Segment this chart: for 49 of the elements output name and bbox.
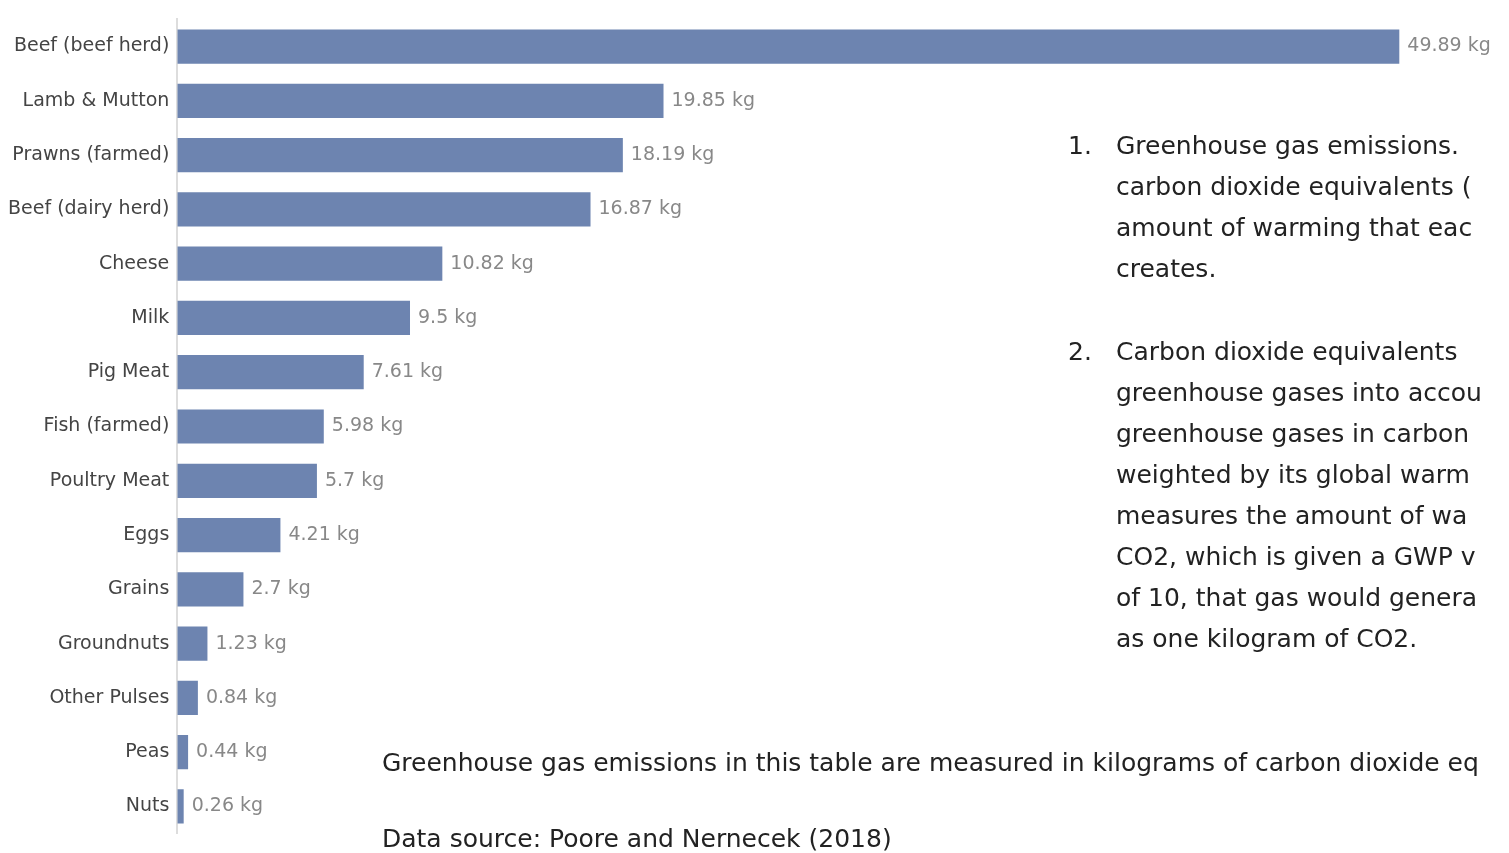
y-tick-label: Beef (beef herd) [13, 33, 170, 56]
y-tick-label: Milk [131, 304, 170, 327]
y-tick-label: Poultry Meat [49, 467, 170, 490]
y-tick-label: Other Pulses [49, 684, 170, 707]
bar [177, 300, 411, 336]
bar [177, 409, 324, 444]
data-label: 1.23 kg [215, 630, 287, 653]
y-tick-label: Peas [125, 739, 170, 762]
data-label: 9.5 kg [418, 304, 478, 327]
bar [177, 83, 664, 118]
y-tick-label: Groundnuts [57, 630, 170, 653]
data-label: 2.7 kg [251, 576, 311, 599]
annotation: 1. Greenhouse gas emissions. carbon dioxide equivalents ( amount of warming that eac creates. [1068, 130, 1474, 285]
bar [177, 789, 184, 824]
bar [177, 626, 208, 661]
y-tick-label: Lamb & Mutton [22, 87, 170, 110]
annotation: Greenhouse gas emissions in this table are measured in kilograms of carbon dioxide eq [382, 747, 1479, 779]
data-label: 5.7 kg [324, 467, 385, 490]
annotation: Data source: Poore and Nernecek (2018) [382, 823, 892, 853]
data-label: 0.44 kg [196, 739, 268, 762]
bar [177, 517, 281, 553]
bar [177, 246, 443, 281]
data-label: 5.98 kg [331, 413, 404, 436]
y-tick-label: Prawns (farmed) [12, 142, 170, 165]
data-label: 49.89 kg [1407, 33, 1491, 56]
bar [177, 735, 189, 770]
data-label: 18.19 kg [630, 142, 715, 165]
data-label: 19.85 kg [671, 87, 756, 110]
bar [177, 192, 591, 227]
bar [177, 29, 1400, 64]
y-tick-label: Grains [107, 576, 170, 599]
data-label: 0.26 kg [191, 793, 264, 816]
y-tick-label: Nuts [125, 793, 170, 816]
annotation: 2. Carbon dioxide equivalents greenhouse gases into accou greenhouse gases in carbon weighted by its global warm measures the amount of wa CO2, which is given a GWP v of 10, that gas would genera as one kilogram of CO2. [1068, 336, 1483, 655]
y-tick-label: Pig Meat [87, 359, 170, 382]
y-tick-label: Eggs [123, 522, 170, 544]
data-label: 0.84 kg [205, 684, 278, 707]
y-tick-label: Beef (dairy herd) [7, 196, 170, 219]
y-tick-label: Cheese [99, 250, 170, 273]
bar [177, 680, 198, 715]
bar [177, 572, 244, 607]
bar [177, 138, 623, 173]
data-label: 16.87 kg [598, 196, 683, 219]
data-label: 4.21 kg [288, 522, 360, 544]
bar [177, 355, 364, 390]
bar [177, 463, 317, 498]
data-label: 10.82 kg [450, 250, 534, 273]
data-label: 7.61 kg [371, 359, 444, 382]
y-tick-label: Fish (farmed) [43, 413, 170, 436]
